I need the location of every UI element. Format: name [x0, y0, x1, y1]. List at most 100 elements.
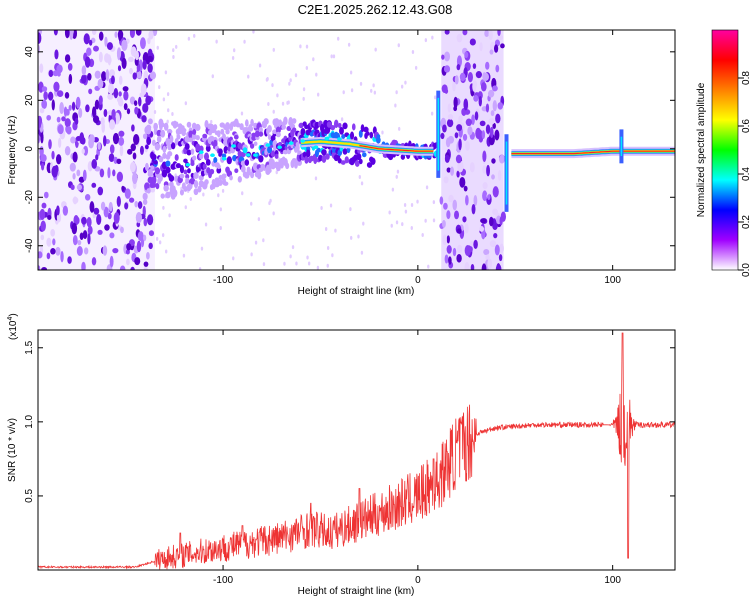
noise-blob [485, 254, 490, 261]
scatter-blob [424, 218, 427, 223]
noise-blob [124, 202, 129, 210]
scatter-blob [172, 55, 175, 60]
scatter-blob [433, 95, 437, 100]
noise-blob [108, 153, 115, 162]
noise-blob [66, 125, 72, 135]
noise-blob [41, 99, 48, 110]
ridge-blob [193, 180, 199, 189]
noise-blob [446, 245, 452, 254]
ridge-blob [316, 147, 321, 153]
scatter-blob [221, 188, 225, 193]
noise-blob [454, 132, 459, 139]
ridge-blob [193, 188, 199, 196]
ridge-blob [254, 130, 260, 138]
noise-blob [447, 103, 451, 113]
ridge-hotspot [210, 153, 215, 158]
noise-blob [445, 137, 451, 148]
noise-blob [482, 150, 487, 163]
noise-blob [456, 254, 462, 263]
ridge-blob [203, 152, 210, 161]
noise-blob [448, 194, 454, 203]
snr-y-tick-label: 1.0 [24, 414, 35, 428]
noise-blob [448, 256, 452, 265]
noise-blob [91, 106, 97, 118]
noise-blob [101, 71, 107, 82]
ridge-blob [246, 168, 251, 177]
ridge-blob [226, 156, 232, 165]
ridge-blob [183, 169, 188, 175]
chart-title: C2E1.2025.262.12.43.G08 [297, 2, 453, 17]
noise-blob [489, 240, 497, 248]
scatter-blob [168, 213, 171, 218]
noise-blob [443, 202, 448, 210]
scatter-blob [307, 261, 311, 266]
snr-frame [37, 329, 676, 571]
scatter-blob [305, 66, 309, 71]
noise-blob [127, 148, 133, 155]
ridge-blob [202, 163, 207, 170]
scatter-blob [153, 109, 157, 114]
ridge-blob [224, 122, 231, 130]
colorbar-tick-label: 0.6 [741, 119, 750, 133]
noise-blob [442, 234, 447, 246]
noise-blob [148, 242, 153, 250]
noise-blob [143, 261, 149, 267]
scatter-blob [320, 206, 323, 211]
scatter-blob [283, 261, 286, 266]
noise-blob [99, 168, 105, 178]
noise-blob [122, 86, 129, 92]
noise-blob [69, 162, 76, 172]
colorbar: 0.0 0.2 0.4 0.6 0.8 Normalized spectral ampl… [696, 29, 750, 277]
ridge-blob [237, 176, 242, 183]
scatter-blob [410, 202, 414, 207]
noise-blob [80, 74, 87, 84]
scatter-blob [241, 191, 244, 196]
ridge-blob [256, 170, 262, 180]
scatter-blob [182, 253, 186, 258]
spectrogram-x-axis-label: Height of straight line (km) [298, 286, 415, 297]
noise-blob [150, 186, 156, 193]
noise-blob [444, 254, 449, 264]
ridge-blob [197, 185, 202, 193]
ridge-hotspot [231, 144, 236, 148]
scatter-blob [291, 245, 295, 250]
ridge-blob [321, 149, 327, 156]
noise-blob [126, 243, 132, 251]
noise-blob [459, 72, 466, 82]
scatter-blob [215, 39, 218, 44]
noise-blob [68, 73, 73, 84]
noise-blob [497, 170, 502, 181]
noise-blob [91, 30, 97, 36]
noise-blob [489, 49, 494, 55]
ridge-blob [158, 156, 164, 163]
ridge-blob [190, 148, 195, 155]
noise-blob [492, 186, 499, 198]
colorbar-gradient [711, 29, 739, 271]
noise-blob [86, 47, 92, 56]
ridge-blob [205, 145, 211, 152]
noise-blob [494, 129, 500, 141]
ridge-blob [191, 133, 197, 140]
noise-blob [123, 90, 129, 101]
noise-blob [130, 143, 136, 152]
noise-blob [97, 186, 104, 196]
noise-blob [84, 56, 91, 68]
noise-blob [50, 229, 56, 237]
ridge-blob [240, 160, 246, 167]
noise-blob [458, 115, 463, 122]
ridge-blob [192, 129, 197, 135]
ridge-blob [204, 179, 209, 185]
ridge-blob [213, 124, 218, 131]
noise-blob [87, 225, 93, 235]
ridge-blob [144, 144, 149, 150]
noise-blob [444, 30, 450, 35]
spectrogram-frame [37, 29, 676, 271]
ridge-blob [187, 168, 191, 174]
noise-blob [50, 248, 56, 255]
noise-blob [132, 72, 137, 80]
noise-blob [88, 88, 93, 95]
noise-blob [112, 248, 119, 254]
noise-blob [116, 158, 122, 165]
noise-blob [456, 33, 463, 43]
noise-blob [143, 217, 148, 227]
